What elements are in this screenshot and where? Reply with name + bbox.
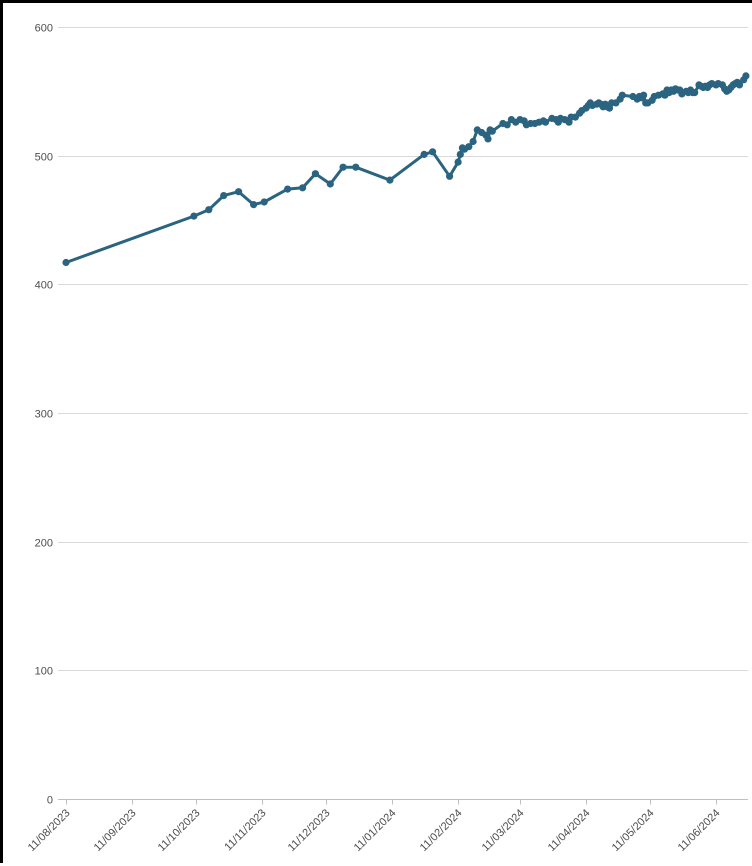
data-point (742, 72, 750, 80)
x-axis (58, 799, 748, 805)
data-point (618, 91, 626, 99)
y-tick-label: 0 (47, 795, 53, 807)
y-tick-label: 600 (35, 23, 53, 35)
data-point (488, 127, 496, 135)
data-point (420, 150, 428, 158)
data-point (429, 148, 437, 156)
data-point (235, 188, 243, 196)
x-tick-label: 11/10/2023 (156, 807, 203, 854)
data-point (205, 206, 213, 214)
data-point (284, 185, 292, 193)
x-tick-label: 11/05/2024 (610, 807, 657, 854)
data-point (299, 184, 307, 192)
data-point (62, 258, 70, 267)
y-axis-tick-labels: 0 100 200 300 400 500 600 (35, 23, 53, 807)
y-tick-label: 400 (35, 280, 53, 292)
data-point (465, 143, 473, 151)
x-axis-tick-labels: 11/08/2023 11/09/2023 11/10/2023 11/11/2023… (26, 807, 723, 854)
x-tick-label: 11/03/2024 (480, 807, 527, 854)
gridlines (58, 27, 748, 671)
data-point (691, 89, 699, 97)
data-point (640, 91, 648, 99)
data-point (456, 150, 464, 158)
data-point (352, 163, 360, 171)
x-tick-label: 11/11/2023 (222, 807, 268, 853)
x-tick-label: 11/09/2023 (92, 807, 139, 854)
x-tick-label: 11/12/2023 (286, 807, 333, 854)
data-point (311, 170, 319, 178)
data-point (339, 163, 347, 171)
data-points (62, 72, 750, 267)
y-tick-label: 100 (35, 666, 53, 678)
data-point (190, 212, 198, 220)
x-tick-label: 11/06/2024 (676, 807, 723, 854)
data-point (484, 135, 492, 143)
line-chart: 0 100 200 300 400 500 600 11/08/2023 11/09/2023… (26, 23, 750, 854)
data-point (220, 192, 228, 200)
x-tick-label: 11/04/2024 (546, 807, 593, 854)
x-tick-label: 11/08/2023 (26, 807, 73, 854)
data-point (541, 118, 550, 126)
x-tick-label: 11/02/2024 (418, 807, 465, 854)
data-point (326, 180, 334, 188)
data-point (454, 158, 462, 166)
data-point (503, 121, 511, 129)
data-point (386, 176, 394, 184)
data-point (260, 198, 268, 206)
data-point (735, 81, 744, 89)
data-point (446, 172, 454, 180)
y-tick-label: 200 (35, 538, 53, 550)
y-tick-label: 300 (35, 409, 53, 421)
data-point (469, 137, 477, 146)
y-tick-label: 500 (35, 152, 53, 164)
x-tick-label: 11/01/2024 (352, 807, 399, 854)
data-point (250, 201, 258, 209)
